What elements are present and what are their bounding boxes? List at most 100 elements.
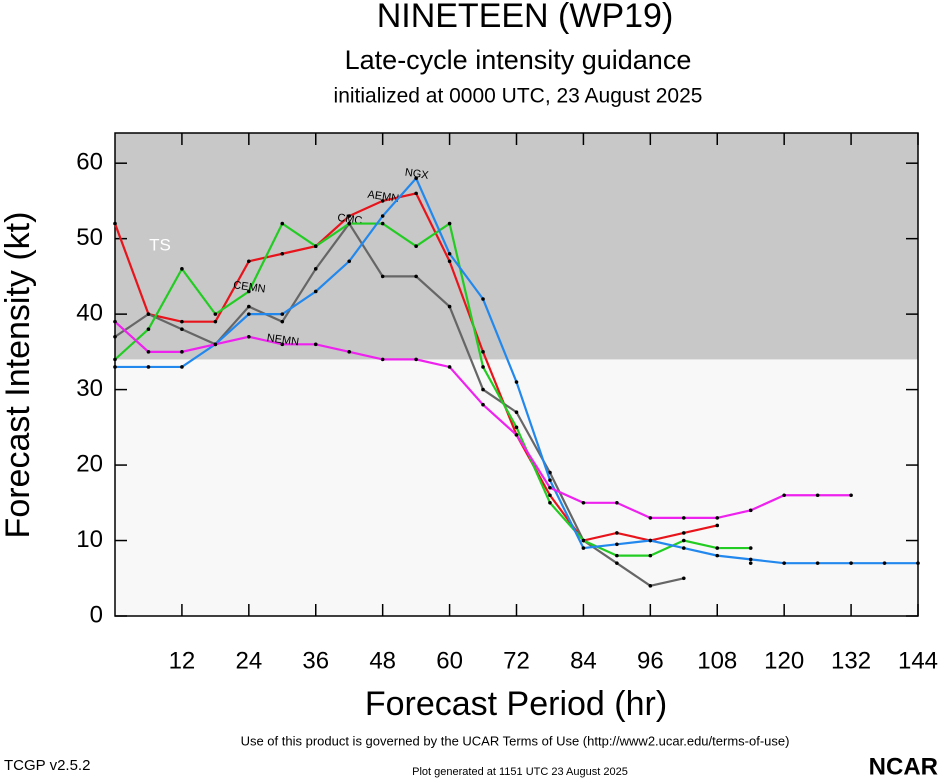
series-point bbox=[514, 380, 519, 384]
series-point bbox=[514, 410, 519, 415]
series-point bbox=[748, 561, 753, 565]
series-point bbox=[849, 493, 853, 498]
series-point bbox=[715, 523, 720, 528]
series-point bbox=[681, 531, 686, 535]
series-point bbox=[447, 259, 452, 264]
series-point bbox=[715, 553, 720, 558]
series-point bbox=[380, 221, 385, 226]
x-tick-label: 36 bbox=[302, 647, 329, 674]
series-point bbox=[180, 365, 184, 369]
series-point bbox=[313, 342, 318, 347]
series-point bbox=[615, 531, 619, 535]
series-point bbox=[447, 221, 452, 226]
footer-generated: Plot generated at 1151 UTC 23 August 202… bbox=[412, 766, 628, 778]
series-point bbox=[146, 350, 151, 354]
series-point bbox=[213, 319, 218, 324]
series-point bbox=[347, 214, 352, 218]
series-point bbox=[313, 267, 318, 271]
series-point bbox=[380, 214, 385, 218]
series-point bbox=[748, 557, 753, 562]
logo: NCAR bbox=[869, 753, 938, 780]
series-point bbox=[447, 365, 452, 369]
x-tick-label: 132 bbox=[831, 647, 871, 674]
series-point bbox=[715, 546, 720, 550]
series-point bbox=[113, 319, 117, 324]
series-point bbox=[681, 516, 686, 520]
series-point bbox=[380, 274, 385, 279]
series-point bbox=[548, 470, 552, 475]
series-point bbox=[581, 538, 586, 543]
x-tick-label: 24 bbox=[235, 647, 262, 674]
x-axis-label: Forecast Period (hr) bbox=[365, 685, 667, 723]
series-point bbox=[180, 350, 184, 354]
series-point bbox=[648, 538, 653, 543]
series-point bbox=[347, 350, 352, 354]
series-point bbox=[414, 176, 418, 181]
x-tick-label: 96 bbox=[637, 647, 664, 674]
series-point bbox=[681, 546, 686, 550]
x-tick-label: 144 bbox=[898, 647, 938, 674]
series-point bbox=[414, 191, 418, 196]
series-point bbox=[313, 244, 318, 249]
series-point bbox=[481, 402, 485, 407]
x-tick-label: 48 bbox=[369, 647, 396, 674]
series-point bbox=[146, 365, 151, 369]
series-point bbox=[414, 274, 418, 279]
footer-version: TCGP v2.5.2 bbox=[4, 757, 90, 774]
series-point bbox=[280, 312, 285, 316]
series-point bbox=[748, 508, 753, 513]
series-point bbox=[247, 259, 251, 264]
series-point bbox=[347, 259, 352, 264]
series-point bbox=[247, 312, 251, 316]
series-point bbox=[782, 493, 786, 498]
ts-shade bbox=[115, 133, 918, 360]
chart-title: NINETEEN (WP19) bbox=[377, 0, 674, 35]
series-point bbox=[748, 546, 753, 550]
y-tick-label: 0 bbox=[90, 601, 103, 628]
y-tick-label: 10 bbox=[76, 526, 103, 553]
series-point bbox=[916, 561, 920, 565]
series-point bbox=[548, 485, 552, 490]
series-point bbox=[514, 433, 519, 437]
x-tick-label: 72 bbox=[503, 647, 530, 674]
series-point bbox=[481, 387, 485, 392]
series-point bbox=[849, 561, 853, 565]
x-tick-label: 60 bbox=[436, 647, 463, 674]
series-point bbox=[447, 251, 452, 256]
series-point bbox=[548, 493, 552, 498]
x-tick-label: 84 bbox=[570, 647, 597, 674]
series-point bbox=[548, 500, 552, 505]
series-point bbox=[648, 553, 653, 558]
series-point bbox=[581, 500, 586, 505]
series-point bbox=[447, 304, 452, 309]
series-point bbox=[247, 334, 251, 339]
series-point bbox=[414, 357, 418, 362]
series-label: NEMN bbox=[266, 332, 300, 348]
series-point bbox=[615, 561, 619, 565]
series-point bbox=[280, 251, 285, 256]
series-point bbox=[347, 221, 352, 226]
y-tick-label: 50 bbox=[76, 224, 103, 251]
series-label: CEMN bbox=[233, 279, 267, 295]
series-point bbox=[882, 561, 887, 565]
chart-subtitle: initialized at 0000 UTC, 23 August 2025 bbox=[334, 85, 703, 108]
series-point bbox=[648, 584, 653, 588]
y-tick-label: 30 bbox=[76, 375, 103, 402]
y-tick-label: 20 bbox=[76, 450, 103, 477]
series-point bbox=[280, 319, 285, 324]
x-tick-label: 12 bbox=[169, 647, 196, 674]
series-point bbox=[514, 425, 519, 430]
series-point bbox=[280, 221, 285, 226]
series-point bbox=[681, 576, 686, 581]
series-point bbox=[113, 334, 117, 339]
series-point bbox=[146, 327, 151, 332]
series-point bbox=[313, 289, 318, 294]
series-point bbox=[180, 319, 184, 324]
y-axis-label: Forecast Intensity (kt) bbox=[0, 212, 37, 539]
series-point bbox=[715, 516, 720, 520]
series-point bbox=[615, 553, 619, 558]
series-point bbox=[581, 546, 586, 550]
series-point bbox=[113, 221, 117, 226]
series-point bbox=[213, 312, 218, 316]
x-tick-label: 108 bbox=[697, 647, 737, 674]
